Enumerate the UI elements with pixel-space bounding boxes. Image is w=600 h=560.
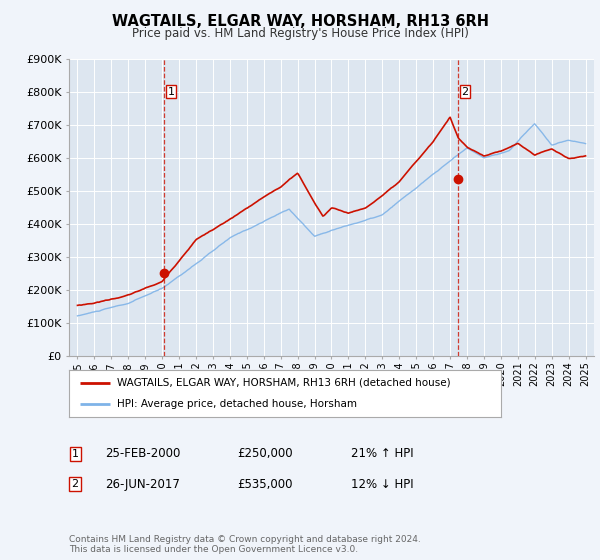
Text: 1: 1 <box>71 449 79 459</box>
Text: £535,000: £535,000 <box>237 478 293 491</box>
Text: Price paid vs. HM Land Registry's House Price Index (HPI): Price paid vs. HM Land Registry's House … <box>131 27 469 40</box>
Text: 2: 2 <box>71 479 79 489</box>
Text: WAGTAILS, ELGAR WAY, HORSHAM, RH13 6RH: WAGTAILS, ELGAR WAY, HORSHAM, RH13 6RH <box>112 14 488 29</box>
Text: 21% ↑ HPI: 21% ↑ HPI <box>351 447 413 460</box>
Text: 26-JUN-2017: 26-JUN-2017 <box>105 478 180 491</box>
Text: Contains HM Land Registry data © Crown copyright and database right 2024.
This d: Contains HM Land Registry data © Crown c… <box>69 535 421 554</box>
Text: HPI: Average price, detached house, Horsham: HPI: Average price, detached house, Hors… <box>116 399 356 409</box>
Text: 12% ↓ HPI: 12% ↓ HPI <box>351 478 413 491</box>
Text: 1: 1 <box>167 87 175 97</box>
Text: £250,000: £250,000 <box>237 447 293 460</box>
Text: WAGTAILS, ELGAR WAY, HORSHAM, RH13 6RH (detached house): WAGTAILS, ELGAR WAY, HORSHAM, RH13 6RH (… <box>116 378 450 388</box>
Text: 2: 2 <box>461 87 469 97</box>
Text: 25-FEB-2000: 25-FEB-2000 <box>105 447 181 460</box>
